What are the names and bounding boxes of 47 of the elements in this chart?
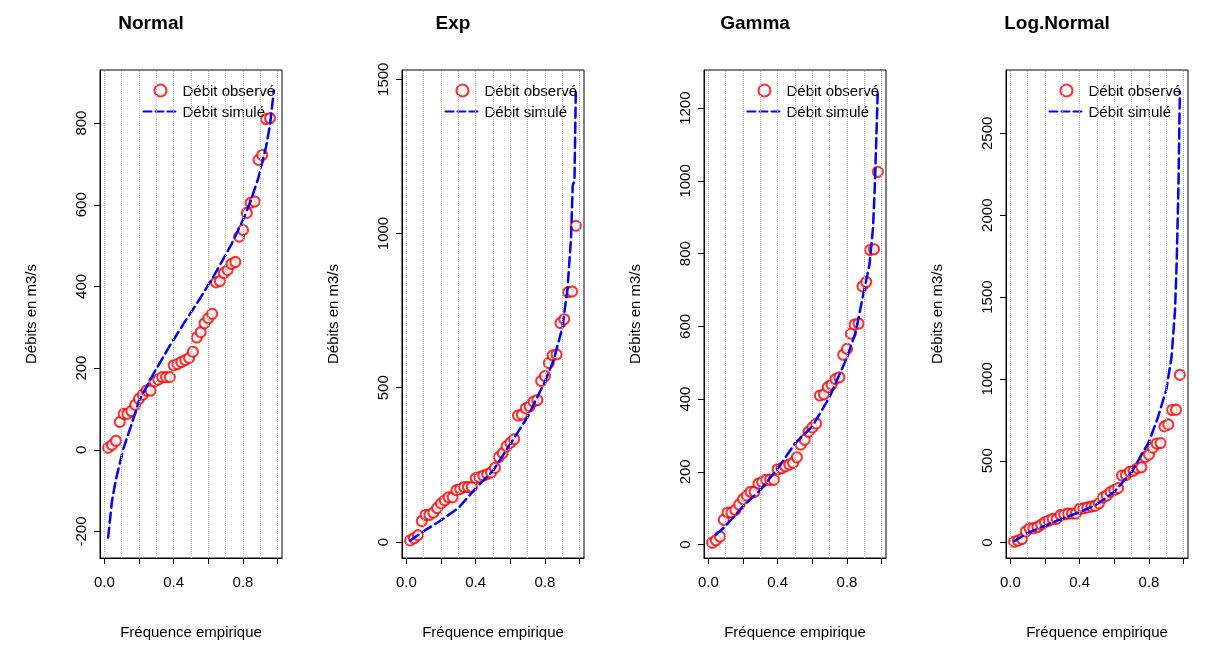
- x-tick-label: 0.4: [767, 573, 789, 590]
- y-tick-label: 1000: [676, 164, 693, 198]
- y-tick-label: -200: [72, 516, 89, 547]
- x-tick-label: 0.0: [395, 573, 417, 590]
- y-tick-label: 200: [72, 355, 89, 381]
- y-tick-label: 0: [676, 540, 693, 549]
- x-tick-label: 0.8: [1138, 573, 1160, 590]
- y-tick-label: 2500: [978, 116, 995, 151]
- y-axis-title: Débits en m3/s: [22, 263, 39, 365]
- y-tick-label: 400: [72, 273, 89, 299]
- y-tick-label: 500: [978, 448, 995, 474]
- x-tick-label: 0.4: [465, 573, 487, 590]
- y-tick-label: 1500: [374, 62, 391, 96]
- y-tick-label: 1200: [676, 91, 693, 125]
- x-axis-title: Fréquence empirique: [1026, 623, 1168, 640]
- y-tick-label: 200: [676, 459, 693, 485]
- x-tick-label: 0.8: [534, 573, 556, 590]
- y-axis-title: Débits en m3/s: [626, 263, 643, 365]
- y-tick-label: 1000: [374, 216, 391, 251]
- chart-title: Gamma: [720, 12, 791, 33]
- x-tick-label: 0.8: [232, 573, 254, 590]
- y-axis-title: Débits en m3/s: [928, 263, 945, 365]
- y-tick-label: 400: [676, 386, 693, 412]
- x-axis-title: Fréquence empirique: [724, 623, 866, 640]
- x-tick-label: 0.0: [999, 573, 1021, 590]
- x-tick-label: 0.0: [697, 573, 719, 590]
- chart-title: Exp: [435, 12, 471, 33]
- y-tick-label: 800: [676, 241, 693, 267]
- chart-title: Log.Normal: [1004, 12, 1110, 33]
- chart-title: Normal: [118, 12, 184, 33]
- x-axis-title: Fréquence empirique: [120, 623, 262, 640]
- y-tick-label: 800: [72, 110, 89, 136]
- y-tick-label: 0: [978, 538, 995, 547]
- x-tick-label: 0.8: [836, 573, 858, 590]
- y-tick-label: 1000: [978, 362, 995, 396]
- x-tick-label: 0.0: [93, 573, 115, 590]
- y-tick-label: 600: [72, 192, 89, 218]
- y-tick-label: 0: [72, 445, 89, 454]
- y-axis-title: Débits en m3/s: [324, 263, 341, 365]
- y-tick-label: 2000: [978, 198, 995, 232]
- y-tick-label: 0: [374, 537, 391, 547]
- x-axis-title: Fréquence empirique: [422, 623, 564, 640]
- y-tick-label: 1500: [978, 280, 995, 314]
- x-tick-label: 0.4: [163, 573, 185, 590]
- y-tick-label: 500: [374, 375, 391, 401]
- y-tick-label: 600: [676, 313, 693, 339]
- x-tick-label: 0.4: [1069, 573, 1091, 590]
